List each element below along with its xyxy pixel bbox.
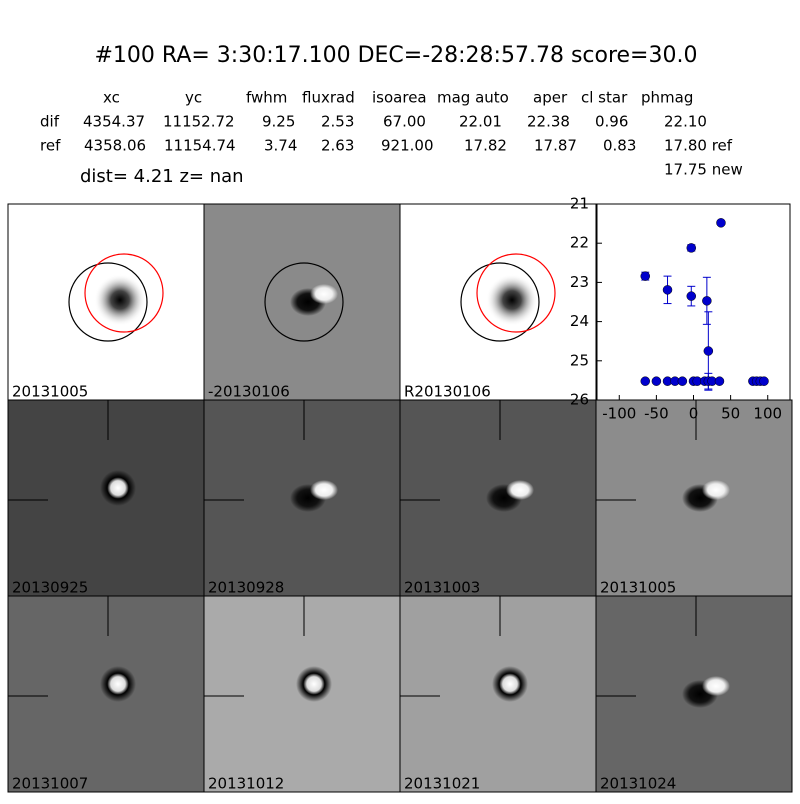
dist-line: dist= 4.21 z= nan (80, 166, 244, 187)
column-header: aper (533, 89, 568, 107)
stamp-label: R20130106 (404, 383, 491, 401)
ref-circle (68, 262, 148, 342)
stamp-label: 20131005 (12, 383, 88, 401)
point (677, 376, 688, 386)
point (714, 376, 725, 386)
point (651, 376, 662, 386)
point (662, 285, 673, 295)
stamp-label: 20130925 (12, 579, 88, 597)
plot-area (596, 203, 791, 401)
y-tick-label: 25 (570, 351, 589, 369)
y-tick-label: 26 (570, 391, 589, 409)
x-tick-label: -100 (602, 405, 636, 423)
table-cell: 0.96 (595, 113, 628, 131)
table-cell: 22.01 (459, 113, 502, 131)
y-tick-label: 24 (570, 312, 589, 330)
table-cell: 2.63 (321, 137, 354, 155)
source-blob (486, 274, 538, 326)
phmag-new: 17.75 new (664, 161, 743, 179)
table-cell: 67.00 (383, 113, 426, 131)
stamp-label: 20130928 (208, 579, 284, 597)
point (702, 296, 712, 306)
table-cell: 11154.74 (164, 137, 236, 155)
table-cell: 3.74 (264, 137, 297, 155)
table-cell: 4354.37 (83, 113, 145, 131)
table-cell: 22.10 (664, 113, 707, 131)
column-header: fluxrad (302, 89, 355, 107)
table-cell: 17.82 (464, 137, 507, 155)
source-pos (702, 676, 730, 696)
ref-circle (460, 262, 540, 342)
point (759, 376, 769, 386)
column-header: phmag (641, 89, 693, 107)
stamp-label: 20131012 (208, 775, 284, 793)
table-cell: dif (40, 113, 60, 131)
table-cell: ref (40, 137, 61, 155)
stamp-label: 20131003 (404, 579, 480, 597)
source-pos (310, 284, 338, 304)
table-cell: 17.80 ref (664, 137, 733, 155)
source-pos (702, 480, 730, 500)
source-blob (492, 666, 528, 702)
y-tick-label: 21 (570, 195, 589, 213)
x-tick-label: 50 (721, 405, 740, 423)
y-tick-label: 23 (570, 273, 589, 291)
source-blob (296, 666, 332, 702)
table-cell: 22.38 (527, 113, 570, 131)
column-header: yc (185, 89, 202, 107)
point (686, 243, 697, 253)
point (686, 291, 697, 301)
source-blob (94, 274, 146, 326)
table-cell: 11152.72 (163, 113, 235, 131)
source-blob (100, 666, 136, 702)
new-circle (476, 253, 556, 333)
table-cell: 921.00 (381, 137, 434, 155)
table-cell: 4358.06 (84, 137, 146, 155)
stamp-label: 20131007 (12, 775, 88, 793)
column-header: mag auto (437, 89, 509, 107)
table-cell: 9.25 (262, 113, 295, 131)
point (640, 271, 650, 281)
ref-circle (264, 262, 344, 342)
x-tick-label: 100 (753, 405, 782, 423)
source-pos (310, 480, 338, 500)
stamp-label: -20130106 (208, 383, 290, 401)
column-header: xc (103, 89, 120, 107)
y-tick-label: 22 (570, 234, 589, 252)
stamp-label: 20131024 (600, 775, 676, 793)
x-tick-label: 0 (689, 405, 699, 423)
title: #100 RA= 3:30:17.100 DEC=-28:28:57.78 sc… (95, 43, 698, 68)
table-cell: 0.83 (603, 137, 636, 155)
table-cell: 17.87 (534, 137, 577, 155)
stamp-label: 20131021 (404, 775, 480, 793)
x-tick-label: -50 (644, 405, 669, 423)
column-header: cl star (581, 89, 628, 107)
source-pos (506, 480, 534, 500)
source-blob (100, 470, 136, 506)
stamp-label: 20131005 (600, 579, 676, 597)
point (703, 346, 714, 356)
column-header: isoarea (372, 89, 427, 107)
point (640, 376, 650, 386)
new-circle (84, 253, 164, 333)
point (716, 218, 726, 228)
column-header: fwhm (246, 89, 287, 107)
table-cell: 2.53 (321, 113, 354, 131)
